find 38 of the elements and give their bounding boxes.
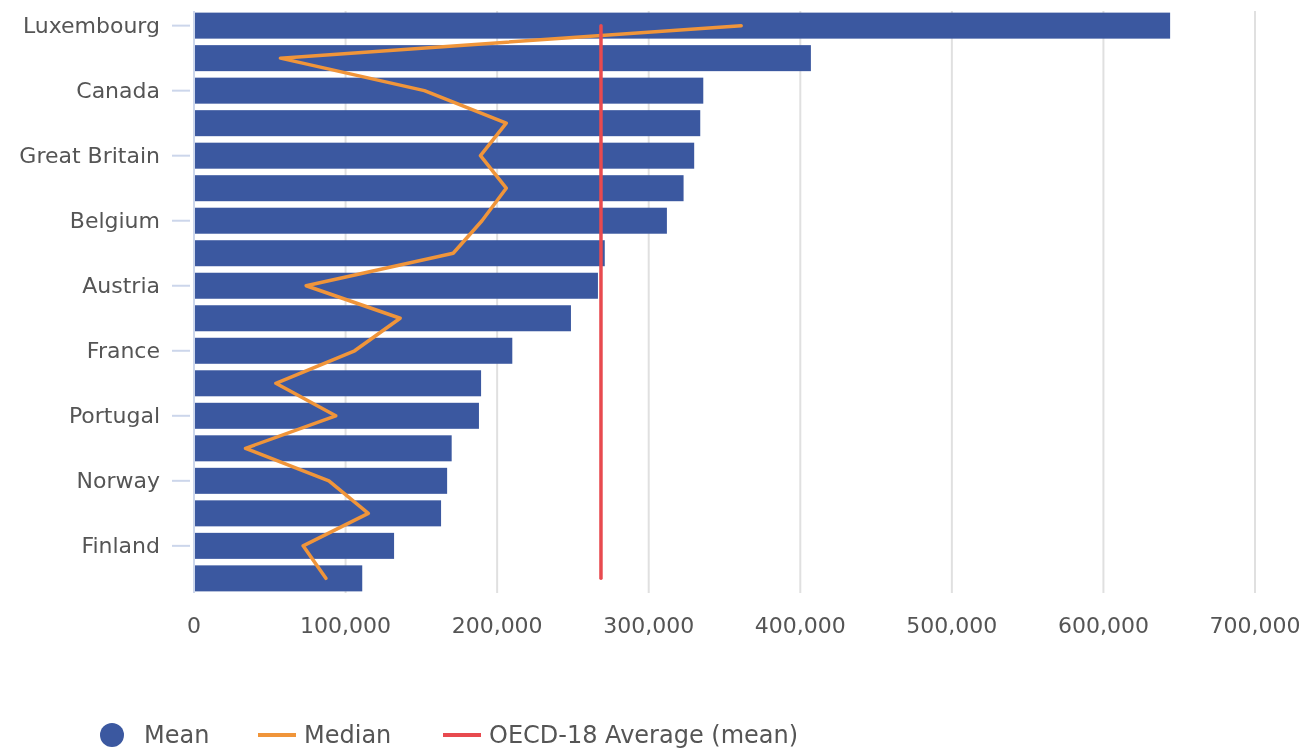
bar [194, 207, 667, 234]
x-tick-label: 700,000 [1209, 613, 1301, 638]
bar [194, 435, 452, 462]
x-tick-label: 600,000 [1057, 613, 1149, 638]
y-tick-label: Portugal [68, 403, 160, 429]
bar [194, 370, 482, 397]
bar [194, 305, 571, 332]
y-tick-label: France [86, 338, 160, 364]
x-tick-label: 500,000 [906, 613, 998, 638]
bar [194, 12, 1171, 39]
x-tick-label: 200,000 [451, 613, 543, 638]
x-tick-label: 0 [187, 613, 201, 638]
bar [194, 110, 701, 137]
bar [194, 532, 395, 559]
bar [194, 77, 704, 104]
y-tick-label: Finland [81, 533, 160, 559]
y-tick-label: Great Britain [19, 143, 160, 169]
y-tick-label: Luxembourg [22, 13, 160, 39]
y-tick-label: Austria [82, 273, 160, 299]
bar [194, 272, 598, 299]
bar [194, 240, 605, 267]
bar [194, 142, 695, 169]
legend-label: Mean [144, 721, 210, 749]
x-tick-label: 300,000 [603, 613, 695, 638]
x-tick-label: 100,000 [300, 613, 392, 638]
bar [194, 45, 811, 72]
bar [194, 175, 684, 202]
legend-label: Median [304, 721, 392, 749]
bar [194, 402, 479, 429]
bar [194, 500, 442, 527]
y-tick-label: Canada [76, 78, 160, 104]
y-tick-label: Belgium [69, 208, 160, 234]
x-tick-label: 400,000 [754, 613, 846, 638]
bar [194, 337, 513, 364]
legend-label: OECD-18 Average (mean) [489, 721, 799, 749]
bar [194, 467, 448, 494]
y-tick-label: Norway [76, 468, 160, 494]
bar [194, 565, 363, 592]
